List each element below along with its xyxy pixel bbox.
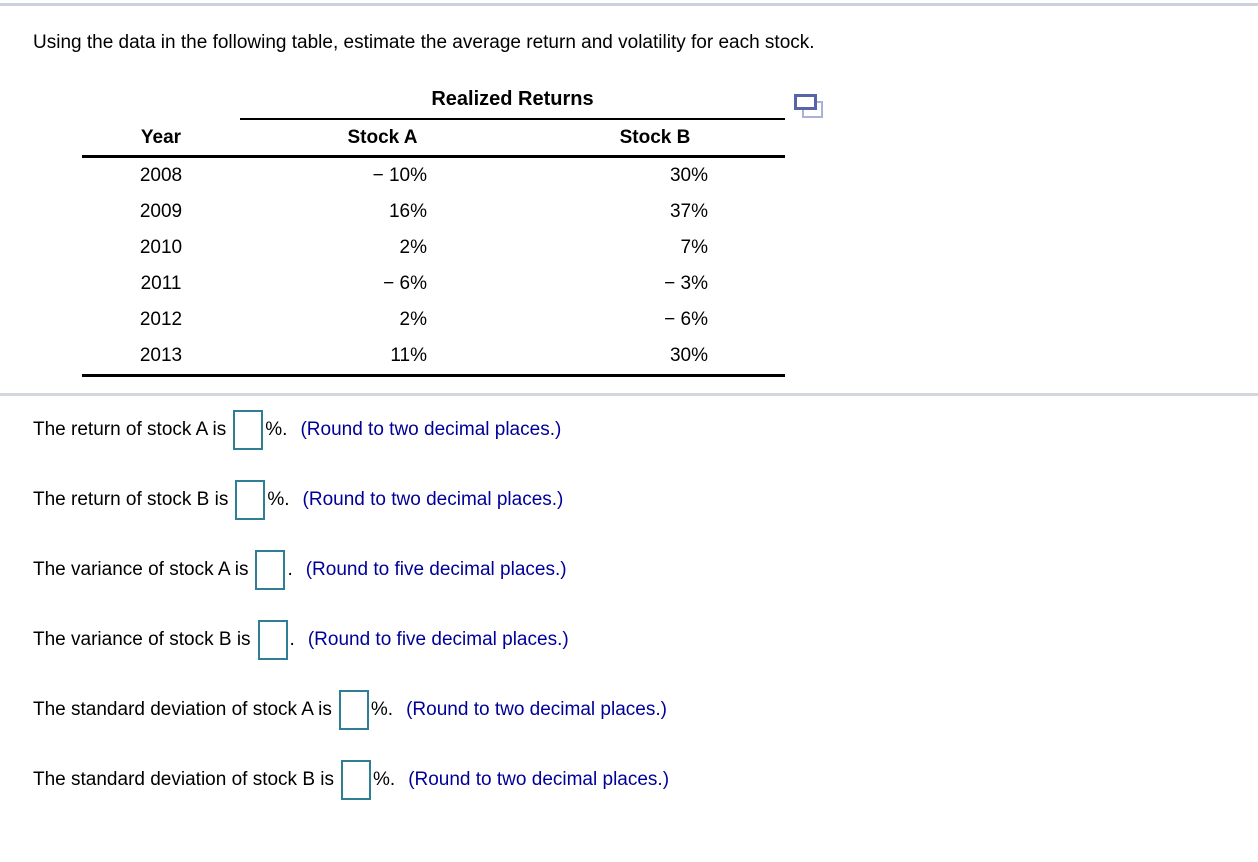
rounding-note: (Round to two decimal places.): [408, 769, 670, 790]
rounding-note: (Round to two decimal places.): [300, 419, 562, 440]
table-row: 2009 16% 37%: [82, 194, 785, 230]
cell-year: 2011: [140, 273, 182, 294]
question-text: Using the data in the following table, e…: [33, 32, 815, 53]
answer-prefix: The variance of stock A is: [33, 559, 249, 580]
answer-suffix: %.: [373, 769, 396, 790]
cell-year: 2008: [139, 165, 183, 186]
answer-row-return-stock-a: The return of stock A is %. (Round to tw…: [33, 409, 561, 451]
answer-row-variance-stock-a: The variance of stock A is . (Round to f…: [33, 549, 567, 591]
answer-row-stddev-stock-b: The standard deviation of stock B is %. …: [33, 759, 669, 801]
realized-returns-table: Realized Returns Year Stock A Stock B 20…: [82, 88, 785, 377]
table-row: 2011 − 6% − 3%: [82, 266, 785, 302]
rounding-note: (Round to five decimal places.): [305, 559, 567, 580]
cell-year: 2009: [139, 201, 183, 222]
table-bottom-rule: [82, 374, 785, 377]
table-group-header: Realized Returns: [240, 88, 785, 120]
answer-prefix: The return of stock B is: [33, 489, 229, 510]
column-header-stock-b: Stock B: [619, 126, 691, 148]
answer-suffix: %.: [267, 489, 290, 510]
answer-input-variance-stock-a[interactable]: [255, 550, 286, 590]
table-row: 2008 − 10% 30%: [82, 158, 785, 194]
answer-suffix: %.: [265, 419, 288, 440]
copy-table-icon[interactable]: [794, 94, 824, 119]
column-header-stock-a: Stock A: [347, 126, 418, 148]
answer-prefix: The standard deviation of stock B is: [33, 769, 334, 790]
column-header-year: Year: [140, 126, 182, 148]
answer-prefix: The variance of stock B is: [33, 629, 251, 650]
answer-input-variance-stock-b[interactable]: [257, 620, 288, 660]
cell-stock-a: − 6%: [383, 273, 427, 294]
cell-stock-b: 37%: [669, 201, 708, 222]
cell-stock-b: 30%: [669, 165, 708, 186]
cell-stock-a: 16%: [388, 201, 427, 222]
section-divider: [0, 393, 1258, 396]
answer-input-stddev-stock-b[interactable]: [341, 760, 371, 800]
top-divider: [0, 3, 1258, 6]
cell-year: 2013: [139, 345, 183, 366]
answer-row-stddev-stock-a: The standard deviation of stock A is %. …: [33, 689, 667, 731]
rounding-note: (Round to two decimal places.): [302, 489, 564, 510]
answer-input-return-stock-a[interactable]: [233, 410, 264, 450]
cell-stock-a: 11%: [390, 345, 427, 366]
cell-stock-a: 2%: [399, 309, 427, 330]
cell-stock-a: − 10%: [372, 165, 427, 186]
table-row: 2012 2% − 6%: [82, 302, 785, 338]
answer-prefix: The standard deviation of stock A is: [33, 699, 332, 720]
cell-stock-b: − 3%: [664, 273, 708, 294]
answer-suffix: .: [289, 629, 295, 650]
table-row: 2010 2% 7%: [82, 230, 785, 266]
cell-stock-a: 2%: [399, 237, 427, 258]
table-row: 2013 11% 30%: [82, 338, 785, 374]
cell-stock-b: − 6%: [664, 309, 708, 330]
copy-table-icon-front-layer: [794, 94, 817, 110]
answer-suffix: %.: [370, 699, 394, 720]
cell-year: 2010: [139, 237, 183, 258]
answer-row-variance-stock-b: The variance of stock B is . (Round to f…: [33, 619, 569, 661]
answer-row-return-stock-b: The return of stock B is %. (Round to tw…: [33, 479, 563, 521]
rounding-note: (Round to five decimal places.): [307, 629, 569, 650]
cell-stock-b: 7%: [680, 237, 708, 258]
cell-stock-b: 30%: [669, 345, 708, 366]
cell-year: 2012: [139, 309, 183, 330]
answer-input-return-stock-b[interactable]: [235, 480, 266, 520]
rounding-note: (Round to two decimal places.): [406, 699, 667, 720]
table-header-row: Year Stock A Stock B: [82, 120, 785, 158]
answer-input-stddev-stock-a[interactable]: [338, 690, 369, 730]
answer-suffix: .: [287, 559, 293, 580]
answer-prefix: The return of stock A is: [33, 419, 227, 440]
